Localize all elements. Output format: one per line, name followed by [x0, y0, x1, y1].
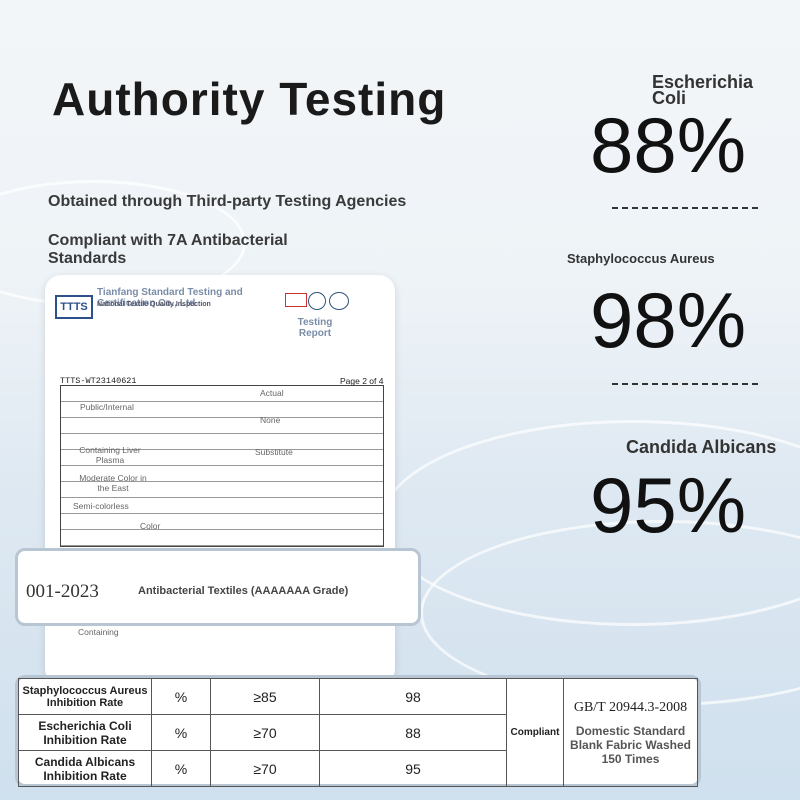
- stat-name: Staphylococcus Aureus: [567, 251, 715, 266]
- table-cell: %: [151, 678, 211, 715]
- report-type: Testing Report: [297, 317, 333, 339]
- standard-code: 001-2023: [26, 581, 99, 602]
- report-cell: Actual: [260, 388, 284, 398]
- stat-value: 88%: [590, 101, 747, 189]
- standard-name: Antibacterial Textiles (AAAAAAA Grade): [138, 585, 349, 597]
- table-cell: ≥85: [210, 678, 320, 715]
- seal: [329, 292, 349, 310]
- test-condition: Domestic Standard Blank Fabric Washed 15…: [570, 723, 691, 766]
- report-table: [60, 385, 384, 547]
- table-cell: %: [151, 750, 211, 787]
- report-issuer-sub: National Textile Quality Inspection: [97, 301, 211, 308]
- table: Staphylococcus Aureus Inhibition Rate % …: [18, 678, 698, 787]
- table-cell: 88: [319, 714, 507, 751]
- subtitle: Obtained through Third-party Testing Age…: [48, 193, 407, 210]
- report-cell: Substitute: [255, 447, 293, 457]
- subtitle: Compliant with 7A Antibacterial Standard…: [48, 232, 288, 267]
- table-cell: ≥70: [210, 750, 320, 787]
- report-cell: Moderate Color in the East: [79, 473, 147, 493]
- table-cell: 98: [319, 678, 507, 715]
- report-cell: None: [260, 415, 281, 425]
- standard: GB/T 20944.3-2008: [573, 699, 688, 715]
- table-cell: Escherichia Coli Inhibition Rate: [18, 714, 152, 751]
- standard-banner: 001-2023 Antibacterial Textiles (AAAAAAA…: [15, 548, 421, 626]
- divider: [612, 383, 758, 385]
- title: Authority Testing: [52, 73, 447, 125]
- stat-name: Candida Albicans: [626, 437, 777, 457]
- table-cell: Compliant: [506, 678, 564, 787]
- table-cell: 95: [319, 750, 507, 787]
- divider: [612, 207, 758, 209]
- report-cell: Containing: [78, 627, 119, 637]
- report-cell: Color: [140, 521, 161, 531]
- stat-name: Escherichia Coli: [652, 72, 754, 108]
- report-cell: Containing Liver Plasma: [79, 445, 141, 465]
- table-cell: Staphylococcus Aureus Inhibition Rate: [18, 678, 152, 715]
- stat-value: 95%: [590, 461, 747, 549]
- table-cell: GB/T 20944.3-2008 Domestic Standard Blan…: [563, 678, 698, 787]
- report-cell: Semi-colorless: [73, 501, 129, 511]
- table-cell: ≥70: [210, 714, 320, 751]
- report-issuer: Tianfang Standard Testing and Certificat…: [97, 287, 243, 309]
- report-cell: Public/Internal: [80, 402, 134, 412]
- report-logo: TTTS: [55, 295, 93, 319]
- report-number: TTTS-WT23140621: [60, 376, 137, 386]
- seal: [285, 293, 307, 307]
- table-cell: Candida Albicans Inhibition Rate: [18, 750, 152, 787]
- report-page: Page 2 of 4: [340, 376, 384, 386]
- stat-value: 98%: [590, 276, 747, 364]
- seal: [308, 292, 326, 310]
- table-cell: %: [151, 714, 211, 751]
- result-table: Staphylococcus Aureus Inhibition Rate % …: [15, 675, 701, 787]
